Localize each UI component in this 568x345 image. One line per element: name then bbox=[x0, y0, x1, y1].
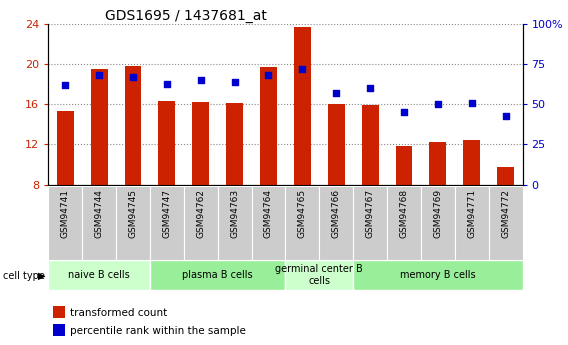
Text: GSM94772: GSM94772 bbox=[501, 189, 510, 238]
Point bbox=[298, 66, 307, 72]
Bar bbox=[48, 186, 82, 260]
Text: GSM94763: GSM94763 bbox=[230, 189, 239, 238]
Point bbox=[94, 73, 103, 78]
Bar bbox=[150, 260, 285, 290]
Bar bbox=[124, 66, 141, 185]
Bar bbox=[218, 186, 252, 260]
Text: GSM94768: GSM94768 bbox=[399, 189, 408, 238]
Bar bbox=[260, 67, 277, 185]
Point bbox=[264, 73, 273, 78]
Point bbox=[366, 86, 375, 91]
Bar bbox=[294, 27, 311, 185]
Bar bbox=[353, 260, 523, 290]
Text: GSM94741: GSM94741 bbox=[61, 189, 70, 238]
Text: GSM94762: GSM94762 bbox=[196, 189, 205, 238]
Point bbox=[196, 78, 205, 83]
Text: memory B cells: memory B cells bbox=[400, 270, 475, 280]
Bar bbox=[57, 111, 74, 185]
Bar bbox=[150, 186, 184, 260]
Bar bbox=[328, 104, 345, 185]
Text: GSM94747: GSM94747 bbox=[162, 189, 172, 238]
Text: ▶: ▶ bbox=[38, 271, 45, 281]
Text: germinal center B
cells: germinal center B cells bbox=[275, 264, 363, 286]
Text: GSM94764: GSM94764 bbox=[264, 189, 273, 238]
Bar bbox=[48, 260, 150, 290]
Bar bbox=[387, 186, 421, 260]
Point bbox=[162, 81, 172, 86]
Bar bbox=[455, 186, 488, 260]
Text: percentile rank within the sample: percentile rank within the sample bbox=[70, 326, 245, 335]
Bar bbox=[91, 69, 107, 185]
Text: cell type: cell type bbox=[3, 271, 45, 281]
Text: GSM94769: GSM94769 bbox=[433, 189, 442, 238]
Point bbox=[332, 90, 341, 96]
Bar bbox=[158, 101, 176, 185]
Bar bbox=[226, 104, 243, 185]
Bar bbox=[353, 186, 387, 260]
Text: GSM94745: GSM94745 bbox=[128, 189, 137, 238]
Bar bbox=[319, 186, 353, 260]
Bar bbox=[285, 260, 353, 290]
Bar bbox=[463, 140, 480, 185]
Bar bbox=[116, 186, 150, 260]
Point bbox=[128, 74, 137, 80]
Bar bbox=[421, 186, 455, 260]
Point bbox=[467, 100, 477, 106]
Bar bbox=[429, 142, 446, 185]
Text: GDS1695 / 1437681_at: GDS1695 / 1437681_at bbox=[105, 9, 267, 23]
Text: plasma B cells: plasma B cells bbox=[182, 270, 253, 280]
Bar bbox=[362, 105, 379, 185]
Point bbox=[433, 101, 442, 107]
Text: GSM94767: GSM94767 bbox=[366, 189, 375, 238]
Bar bbox=[285, 186, 319, 260]
Bar bbox=[82, 186, 116, 260]
Bar bbox=[497, 167, 514, 185]
Bar bbox=[53, 324, 65, 336]
Bar bbox=[192, 102, 209, 185]
Point bbox=[61, 82, 70, 88]
Bar bbox=[252, 186, 285, 260]
Text: GSM94771: GSM94771 bbox=[467, 189, 476, 238]
Text: GSM94765: GSM94765 bbox=[298, 189, 307, 238]
Text: naive B cells: naive B cells bbox=[68, 270, 130, 280]
Text: GSM94744: GSM94744 bbox=[95, 189, 103, 238]
Bar bbox=[53, 306, 65, 318]
Bar bbox=[184, 186, 218, 260]
Point bbox=[230, 79, 239, 85]
Text: transformed count: transformed count bbox=[70, 308, 167, 318]
Point bbox=[399, 110, 408, 115]
Bar bbox=[488, 186, 523, 260]
Text: GSM94766: GSM94766 bbox=[332, 189, 341, 238]
Bar bbox=[395, 147, 412, 185]
Point bbox=[501, 113, 510, 118]
